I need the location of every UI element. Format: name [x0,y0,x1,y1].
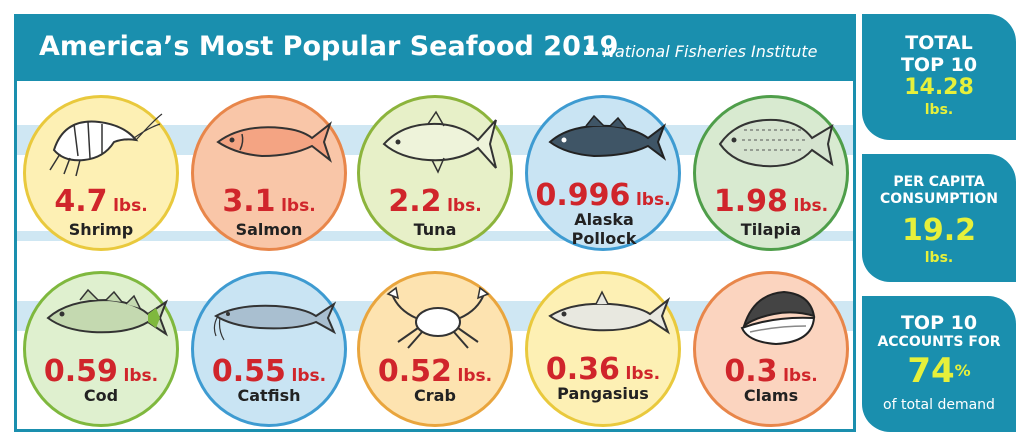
card-value: 74% [907,351,971,391]
amount-label: 1.98 lbs. [713,184,829,219]
amount-label: 4.7 lbs. [54,184,148,219]
clams-icon [740,290,816,346]
title-separator: • [583,37,598,62]
species-name: Pangasius [557,384,649,403]
species-name: Tilapia [740,220,802,239]
card-value: 14.28 [904,75,974,100]
species-name: Cod [83,386,119,405]
card-unit: lbs. [924,102,954,118]
card-value: 19.2 [901,213,977,248]
shrimp-icon [49,113,163,177]
cod-icon [46,288,168,337]
card-tail: of total demand [883,397,995,413]
item-shrimp: 4.7 lbs. Shrimp [23,95,179,251]
salmon-icon [216,121,332,163]
card-line2: ACCOUNTS FOR [877,334,1001,350]
source-label: National Fisheries Institute [603,42,818,61]
page-title: America’s Most Popular Seafood 2019 [39,31,619,62]
card-line1: TOTAL [905,32,973,54]
amount-label: 0.52 lbs. [377,354,493,389]
infographic-panel: America’s Most Popular Seafood 2019 • Na… [14,14,856,432]
item-alaska-pollock: 0.996 lbs. Alaska Pollock [525,95,681,251]
crab-icon [386,286,490,349]
per-capita-card: PER CAPITA CONSUMPTION 19.2 lbs. [862,154,1016,282]
item-tuna: 2.2 lbs. Tuna [357,95,513,251]
tuna-icon [382,110,497,174]
card-line1: TOP 10 [900,312,978,334]
species-name: Salmon [235,220,303,239]
item-cod: 0.59 lbs. Cod [23,271,179,427]
item-clams: 0.3 lbs. Clams [693,271,849,427]
item-crab: 0.52 lbs. Crab [357,271,513,427]
species-name: Shrimp [68,220,134,239]
item-tilapia: 1.98 lbs. Tilapia [693,95,849,251]
item-catfish: 0.55 lbs. Catfish [191,271,347,427]
header-bar: America’s Most Popular Seafood 2019 • Na… [17,17,853,81]
card-line2: TOP 10 [900,54,978,76]
species-name: Catfish [237,386,301,405]
card-line1: PER CAPITA [893,174,985,190]
catfish-icon [213,301,336,341]
tilapia-icon [718,118,834,168]
amount-label: 0.996 lbs. [535,178,671,213]
pollock-icon [548,114,666,161]
amount-label: 3.1 lbs. [222,184,316,219]
accounts-card: TOP 10 ACCOUNTS FOR 74% of total demand [862,296,1016,432]
amount-label: 2.2 lbs. [388,184,482,219]
species-name: Crab [414,386,456,405]
species-name: Alaska Pollock [571,210,637,248]
card-line2: CONSUMPTION [880,191,998,207]
amount-label: 0.55 lbs. [211,354,327,389]
amount-label: 0.59 lbs. [43,354,159,389]
item-pangasius: 0.36 lbs. Pangasius [525,271,681,427]
pangasius-icon [548,290,670,335]
item-salmon: 3.1 lbs. Salmon [191,95,347,251]
amount-label: 0.36 lbs. [545,352,661,387]
species-name: Clams [743,386,799,405]
amount-label: 0.3 lbs. [724,354,818,389]
card-unit: lbs. [924,250,954,266]
species-name: Tuna [413,220,457,239]
total-top10-card: TOTAL TOP 10 14.28 lbs. [862,14,1016,140]
